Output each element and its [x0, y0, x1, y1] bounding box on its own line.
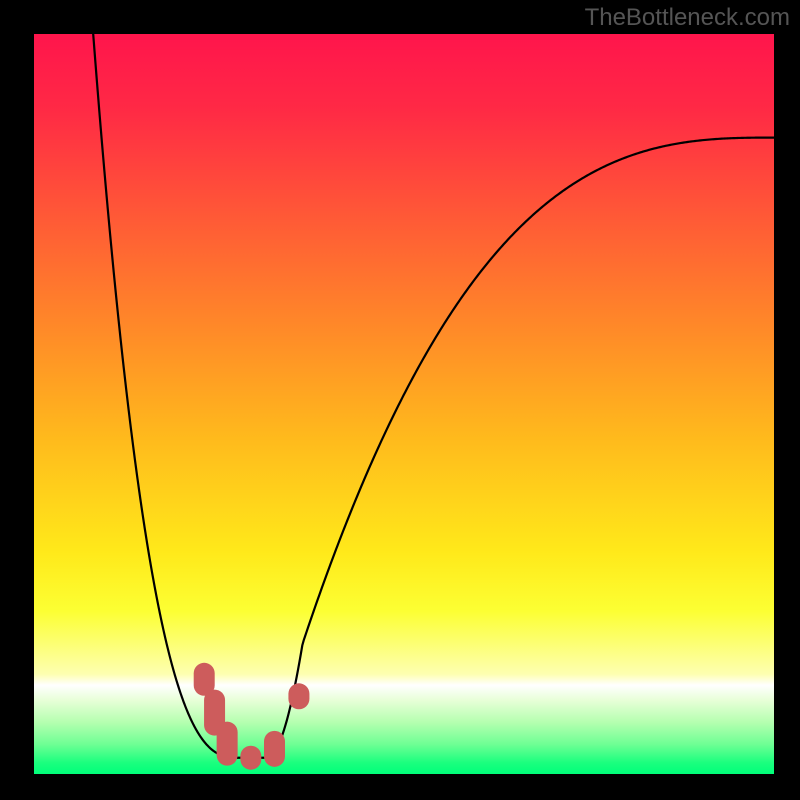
chart-frame: TheBottleneck.com — [0, 0, 800, 800]
gradient-background — [34, 34, 774, 774]
data-point-marker — [217, 722, 238, 766]
data-point-marker — [240, 746, 261, 770]
bottleneck-chart — [34, 34, 774, 774]
watermark-text: TheBottleneck.com — [585, 4, 790, 32]
data-point-marker — [264, 731, 285, 767]
data-point-marker — [288, 683, 309, 709]
